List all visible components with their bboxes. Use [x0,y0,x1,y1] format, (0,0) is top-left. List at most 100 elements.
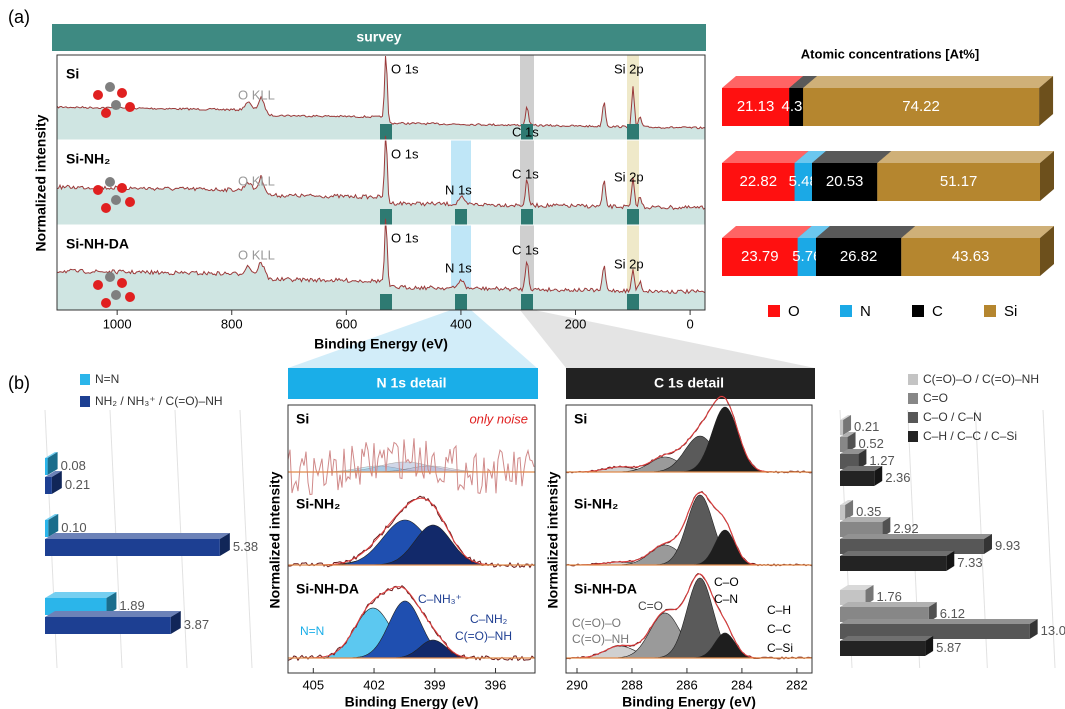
value-label: 5.87 [936,640,961,655]
bar-top [722,226,812,238]
bar-top [803,76,1053,88]
legend-swatch [908,412,918,423]
peak-label: C(=O)–NH [572,632,629,646]
sample-name: Si-NH-DA [296,581,359,597]
bar [45,617,171,634]
molecule-atom [111,290,121,300]
peak-marker [627,294,639,310]
peak-label: N 1s [445,260,472,275]
bar [840,420,843,435]
value-label: 26.82 [840,248,878,265]
bar-top [901,226,1054,238]
x-tick-label: 0 [686,316,693,331]
legend-label: O [788,303,800,320]
y-axis-label: Normalized intensity [267,471,283,608]
legend-label: C=O [923,391,948,405]
value-label: 0.08 [61,458,86,473]
bar-top [816,226,915,238]
bar-top [45,611,181,617]
x-tick-label: 800 [221,316,243,331]
sample-name: Si-NH-DA [66,236,129,252]
bar-top [840,636,933,641]
peak-label: O KLL [238,173,275,188]
peak-label: C 1s [512,242,539,257]
detail-title: C 1s detail [654,375,724,391]
sample-name: Si [574,411,587,427]
value-label: 74.22 [902,98,940,115]
x-tick-label: 400 [450,316,472,331]
peak-label: C–NH₃⁺ [418,592,462,606]
value-label: 5.38 [233,539,258,554]
molecule-atom [125,102,135,112]
molecule-atom [105,82,115,92]
peak-label: C–H [767,603,791,617]
bar [840,505,845,520]
molecule-atom [93,280,103,290]
value-label: 23.79 [741,248,779,265]
value-label: 51.17 [940,173,978,190]
peak-marker [521,209,533,225]
value-label: 0.35 [856,504,881,519]
sample-name: Si-NH₂ [296,496,340,512]
panel-label: (b) [8,373,30,393]
panel-label: (a) [8,7,30,27]
legend-swatch [908,374,918,385]
peak-label: N 1s [445,182,472,197]
legend-swatch [908,431,918,442]
molecule-atom [101,108,111,118]
bar-top [45,533,230,539]
bar-top [45,592,116,598]
peak-marker [455,294,467,310]
survey-title: survey [356,29,401,45]
peak-label: Si 2p [614,61,644,76]
bar [45,520,48,537]
peak-marker [627,124,639,140]
x-axis-label: Binding Energy (eV) [345,694,479,709]
bar [840,556,946,571]
peak-label: C 1s [512,124,539,139]
chart-title: Atomic concentrations [At%] [801,46,979,61]
x-tick-label: 286 [676,677,698,692]
value-label: 0.21 [854,419,879,434]
value-label: 13.08 [1041,623,1065,638]
peak-label: C–Si [767,641,793,655]
molecule-atom [111,195,121,205]
molecule-atom [117,183,127,193]
sample-name: Si-NH-DA [574,581,637,597]
bar-top [840,619,1038,624]
molecule-atom [105,177,115,187]
bar [45,458,48,475]
bar-top [877,151,1054,163]
peak-marker [521,294,533,310]
bar-top [722,151,809,163]
legend-swatch [80,374,90,385]
sample-name: Si [296,411,309,427]
x-tick-label: 405 [302,677,324,692]
x-tick-label: 402 [363,677,385,692]
legend-label: NH₂ / NH₃⁺ / C(=O)–NH [95,394,223,408]
figure: (a)(b)surveySiO KLLO 1sC 1sSi 2pSi-NH₂O … [0,0,1065,709]
y-axis-label: Normalized intensity [545,471,561,608]
detail-title: N 1s detail [376,375,446,391]
peak-label: C 1s [512,166,539,181]
legend-label: Si [1004,303,1017,320]
peak-label: N=N [300,624,324,638]
legend-swatch [912,305,924,317]
x-tick-label: 600 [335,316,357,331]
legend-swatch [840,305,852,317]
sample-name: Si-NH₂ [574,496,618,512]
bar [840,641,925,656]
molecule-atom [101,298,111,308]
value-label: 43.63 [952,248,990,265]
molecule-atom [117,88,127,98]
fit-component [566,436,812,472]
value-label: 21.13 [737,98,775,115]
peak-label: C(=O)–NH [455,629,512,643]
molecule-atom [101,203,111,213]
sample-name: Si [66,66,79,82]
peak-label: O 1s [391,146,419,161]
value-label: 2.36 [885,470,910,485]
molecule-atom [117,278,127,288]
peak-marker [627,209,639,225]
legend-label: N [860,303,871,320]
